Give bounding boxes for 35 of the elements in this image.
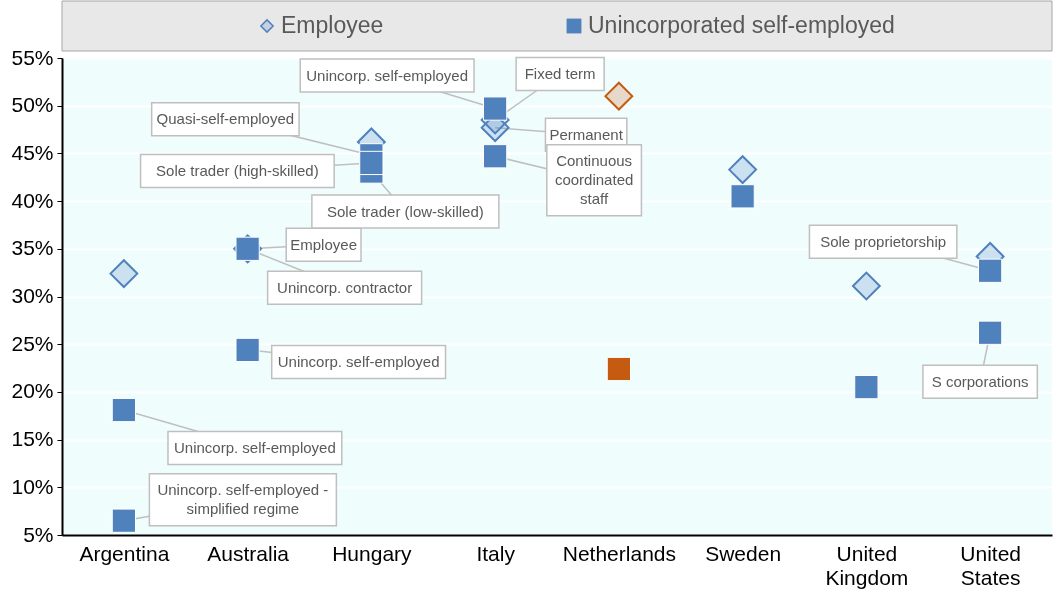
annotation: Sole proprietorship [820, 232, 947, 250]
annotation: Continuous coordinated staff [554, 152, 634, 208]
y-tick-label: 5% [23, 522, 54, 546]
annotation: Fixed term [524, 65, 596, 83]
legend-label: Employee [281, 12, 384, 38]
x-tick-label: Argentina [79, 541, 170, 565]
x-tick-label: United Kingdom [825, 541, 909, 589]
x-tick-label: Sweden [705, 541, 782, 565]
x-tick-label: Netherlands [562, 541, 676, 565]
y-tick-label: 45% [11, 140, 54, 164]
annotation: Sole trader (high-skilled) [156, 161, 319, 179]
annotation: Quasi-self-employed [156, 110, 295, 128]
y-tick-label: 20% [11, 379, 54, 403]
y-tick-label: 40% [11, 188, 54, 212]
y-tick-label: 15% [11, 427, 54, 451]
annotation: Employee [290, 235, 357, 253]
annotation: Unincorp. self-employed [306, 66, 468, 84]
annotation: Unincorp. contractor [277, 278, 413, 296]
x-tick-label: Hungary [332, 541, 413, 565]
annotation: Unincorp. self-employed [174, 439, 336, 457]
y-tick-label: 55% [11, 45, 54, 69]
x-tick-label: United States [960, 541, 1021, 589]
y-tick-label: 35% [11, 236, 54, 260]
legend-label: Unincorporated self-employed [588, 12, 895, 38]
x-tick-label: Italy [476, 541, 516, 565]
annotation: Unincorp. self-employed [277, 352, 440, 370]
x-tick-label: Australia [207, 541, 290, 565]
annotation: Sole trader (low-skilled) [327, 202, 484, 220]
annotation: Permanent [549, 125, 624, 143]
annotation: Unincorp. self-employed - simplified regime [157, 481, 329, 518]
annotation: S corporations [931, 372, 1029, 390]
y-tick-label: 30% [11, 284, 54, 307]
y-tick-label: 10% [11, 474, 54, 498]
y-tick-label: 50% [11, 93, 54, 117]
y-tick-label: 25% [11, 331, 54, 355]
